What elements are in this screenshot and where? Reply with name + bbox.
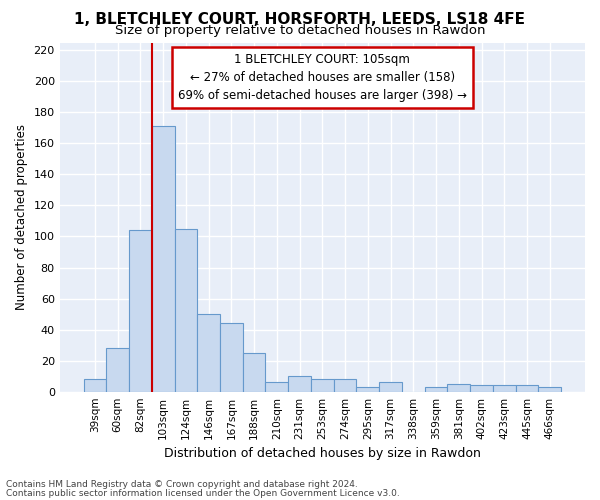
Y-axis label: Number of detached properties: Number of detached properties — [15, 124, 28, 310]
Text: 1 BLETCHLEY COURT: 105sqm
← 27% of detached houses are smaller (158)
69% of semi: 1 BLETCHLEY COURT: 105sqm ← 27% of detac… — [178, 53, 467, 102]
Bar — [356, 387, 379, 392]
Bar — [220, 324, 243, 392]
Text: Contains HM Land Registry data © Crown copyright and database right 2024.: Contains HM Land Registry data © Crown c… — [6, 480, 358, 489]
Bar — [152, 126, 175, 392]
Bar — [538, 387, 561, 392]
Bar — [515, 386, 538, 392]
Text: 1, BLETCHLEY COURT, HORSFORTH, LEEDS, LS18 4FE: 1, BLETCHLEY COURT, HORSFORTH, LEEDS, LS… — [74, 12, 526, 28]
Bar — [334, 380, 356, 392]
Bar — [470, 386, 493, 392]
Bar — [129, 230, 152, 392]
Bar — [243, 353, 265, 392]
Bar — [175, 228, 197, 392]
X-axis label: Distribution of detached houses by size in Rawdon: Distribution of detached houses by size … — [164, 447, 481, 460]
Bar — [265, 382, 288, 392]
Bar — [448, 384, 470, 392]
Bar — [106, 348, 129, 392]
Bar — [311, 380, 334, 392]
Text: Contains public sector information licensed under the Open Government Licence v3: Contains public sector information licen… — [6, 488, 400, 498]
Text: Size of property relative to detached houses in Rawdon: Size of property relative to detached ho… — [115, 24, 485, 37]
Bar — [83, 380, 106, 392]
Bar — [379, 382, 402, 392]
Bar — [493, 386, 515, 392]
Bar — [425, 387, 448, 392]
Bar — [288, 376, 311, 392]
Bar — [197, 314, 220, 392]
